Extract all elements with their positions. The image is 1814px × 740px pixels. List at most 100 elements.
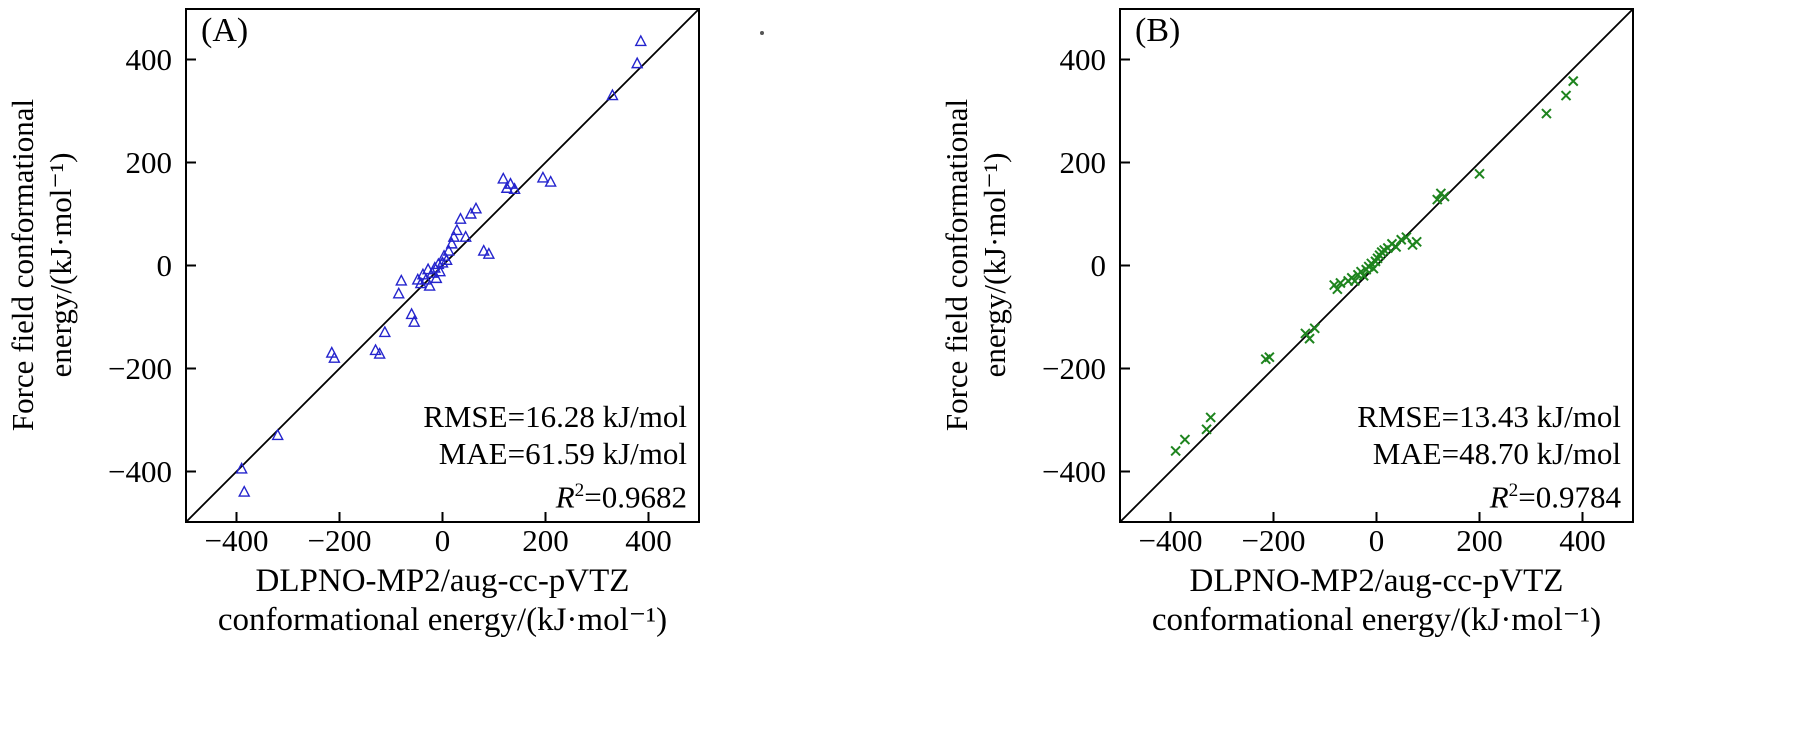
y-axis-title-line1: Force field conformational [5,98,40,432]
data-point-marker [1179,434,1191,445]
data-point-marker [631,56,644,69]
data-point-marker [440,253,453,266]
y-tick-label: 0 [1090,247,1107,283]
data-point-marker [408,315,421,327]
plot-border [1119,8,1634,523]
figure-panel-b: Force field conformational energy/(kJ·mo… [934,0,1814,740]
data-point-marker [1401,231,1412,243]
stray-mark [760,31,764,35]
stats-annotation: RMSE=16.28 kJ/mol MAE=61.59 kJ/mol R2=0.… [423,398,687,515]
data-point-marker [271,428,284,441]
data-point-marker [1201,424,1212,435]
data-point-marker [1568,75,1579,87]
x-axis-title: DLPNO-MP2/aug-cc-pVTZ conformational ene… [1084,562,1669,640]
y-tick-label: −200 [108,350,172,386]
data-point-marker [423,279,436,291]
panel-label: (B) [1135,12,1181,49]
scatter-plot-a [185,8,700,523]
data-point-marker [1396,234,1407,245]
data-point-marker [445,236,458,249]
data-point-marker [477,244,490,256]
data-point-marker [238,485,251,497]
y-tick-label: 400 [125,41,173,77]
data-point-marker [1474,168,1485,180]
data-point-marker [1205,412,1216,423]
data-point-marker [1390,241,1402,253]
x-tick-label: −400 [204,523,269,558]
data-point-marker [504,177,517,189]
r-squared-value: R2=0.9784 [1489,479,1621,514]
data-point-marker [1349,275,1361,287]
data-point-marker [378,325,391,338]
data-point-marker [1309,323,1320,334]
data-point-marker [430,271,443,284]
data-point-marker [634,34,647,47]
data-point-marker [482,247,496,259]
data-point-marker [459,230,472,242]
x-tick-label: 200 [522,523,569,558]
data-point-marker [1560,90,1572,101]
data-point-marker [328,351,341,363]
data-point-marker [1432,194,1443,205]
x-axis-title-line1: DLPNO-MP2/aug-cc-pVTZ [255,563,630,599]
data-point-marker [1411,236,1422,248]
data-point-marker [508,182,521,194]
data-point-marker [536,170,550,183]
stats-annotation: RMSE=13.43 kJ/mol MAE=48.70 kJ/mol R2=0.… [1357,398,1621,515]
x-axis-title: DLPNO-MP2/aug-cc-pVTZ conformational ene… [150,562,735,640]
y-tick-label: −400 [1042,453,1106,489]
data-point-marker [392,286,405,299]
x-axis-tick-labels: −400 −200 0 200 400 [1119,521,1634,561]
data-point-marker [405,307,418,320]
data-point-marker [436,255,449,268]
data-point-marker [1439,191,1450,202]
data-point-marker [447,230,460,242]
data-point-marker [442,244,455,256]
data-point-marker [606,88,619,101]
data-point-marker [454,212,467,224]
mae-value: MAE=48.70 kJ/mol [1372,435,1621,471]
x-axis-title-line2: conformational energy/(kJ·mol⁻¹) [1151,602,1602,638]
data-point-marker [369,343,382,356]
r-squared-value: R2=0.9682 [555,479,687,514]
y-axis-title-line2: energy/(kJ·mol⁻¹) [43,152,78,378]
data-point-marker [235,461,248,474]
y-tick-label: 200 [125,144,173,180]
data-point-marker [497,171,510,184]
data-point-marker [1335,277,1346,289]
x-tick-label: 400 [1559,523,1606,558]
x-tick-label: 200 [1456,523,1503,558]
plot-area-b: (B) RMSE=13.43 kJ/mol MAE=48.70 kJ/mol R… [1119,8,1634,523]
x-tick-label: 400 [625,523,672,558]
y-axis-tick-labels: −400 −200 0 200 400 [1022,8,1112,523]
y-tick-label: 0 [156,247,173,283]
y-axis-title: Force field conformational energy/(kJ·mo… [4,0,80,565]
data-point-marker [469,201,483,214]
x-tick-label: −200 [307,523,372,558]
data-point-marker [433,264,447,277]
y-axis-title: Force field conformational energy/(kJ·mo… [938,0,1014,565]
x-axis-title-line2: conformational energy/(kJ·mol⁻¹) [217,602,668,638]
y-tick-label: −400 [108,453,172,489]
data-point-marker [450,223,464,236]
data-point-marker [1332,283,1343,295]
data-point-marker [421,262,435,275]
rmse-value: RMSE=13.43 kJ/mol [1357,398,1621,434]
data-point-marker [373,347,386,359]
panel-label: (A) [201,12,249,49]
x-axis-title-line1: DLPNO-MP2/aug-cc-pVTZ [1189,563,1564,599]
plot-area-a: (A) RMSE=16.28 kJ/mol MAE=61.59 kJ/mol R… [185,8,700,523]
data-point-marker [1368,263,1379,274]
rmse-value: RMSE=16.28 kJ/mol [423,398,687,434]
figure-panel-a: Force field conformational energy/(kJ·mo… [0,0,880,740]
x-tick-label: −400 [1138,523,1203,558]
data-point-marker [1358,270,1369,282]
y-axis-tick-labels: −400 −200 0 200 400 [88,8,178,523]
data-point-marker [1541,108,1552,119]
data-point-marker [395,273,408,286]
data-point-marker [1264,351,1275,363]
data-point-marker [1170,445,1181,457]
scatter-plot-b [1119,8,1634,523]
x-tick-label: 0 [434,523,451,558]
y-axis-title-line2: energy/(kJ·mol⁻¹) [977,152,1012,378]
